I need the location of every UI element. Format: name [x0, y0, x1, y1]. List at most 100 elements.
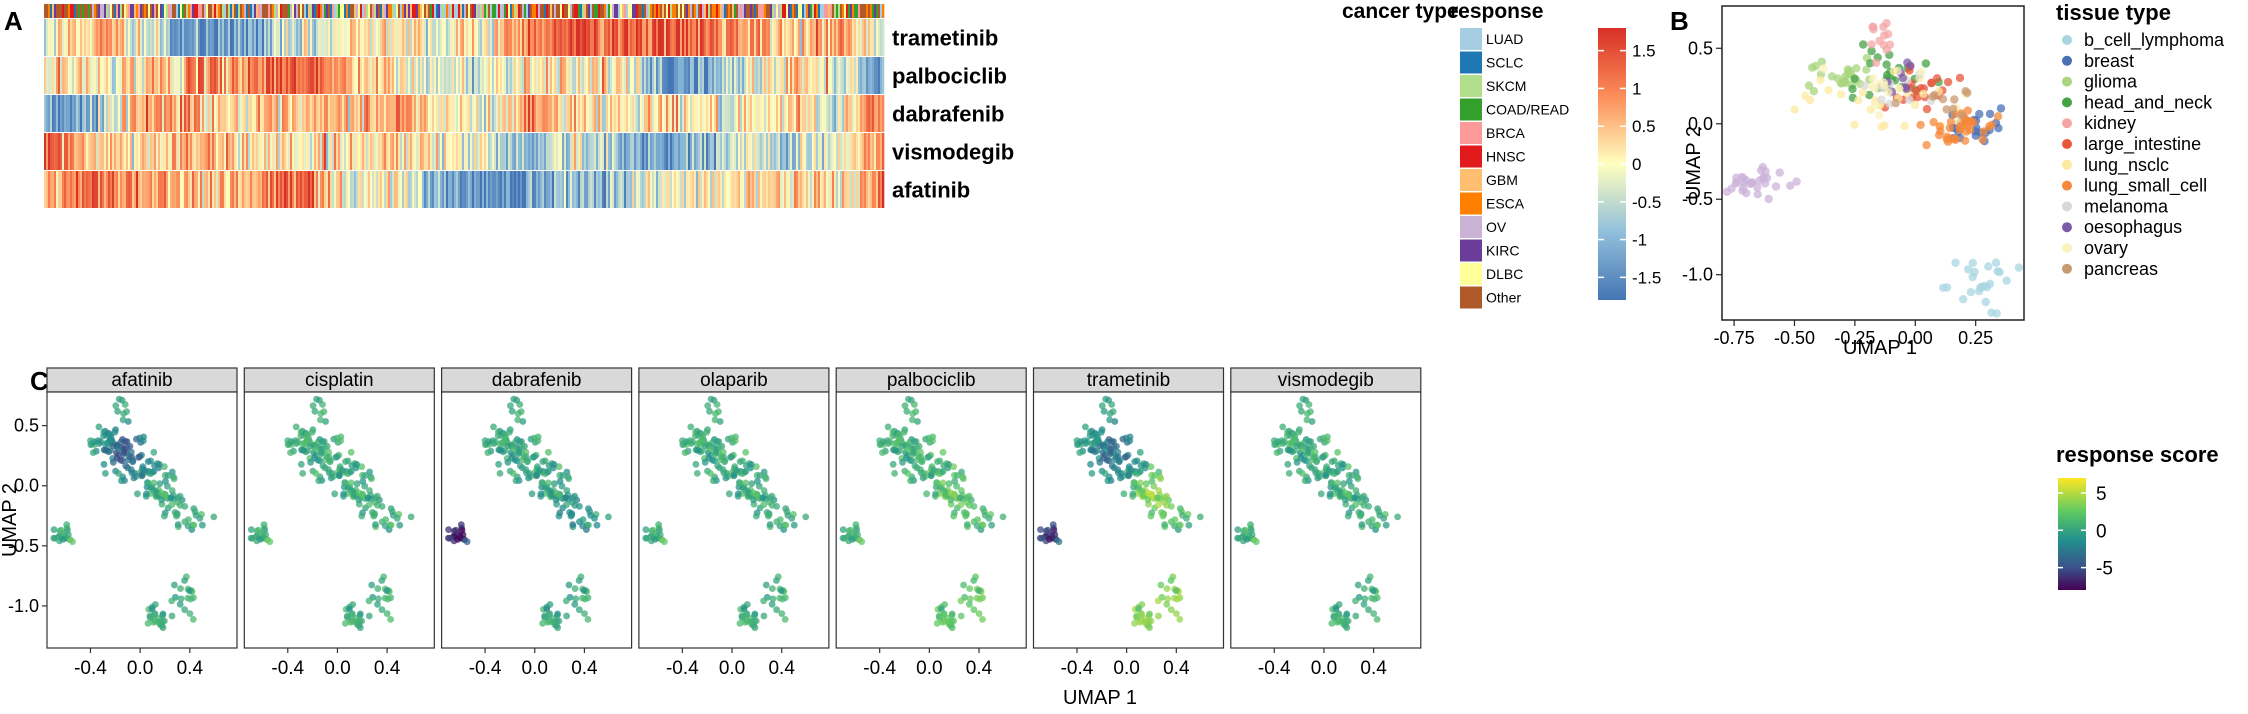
heatmap-cell — [146, 19, 149, 56]
x-tick-label: 0.4 — [177, 658, 204, 679]
annotation-cell — [684, 4, 687, 18]
heatmap-cell — [540, 95, 543, 132]
umap-tissue-ylabel: UMAP 2 — [1683, 126, 1705, 200]
annotation-cell — [818, 4, 821, 18]
heatmap-cell — [832, 57, 835, 94]
tissue-point — [1816, 75, 1825, 85]
heatmap-cell — [626, 57, 629, 94]
heatmap-cell — [470, 171, 473, 208]
heatmap-cell — [208, 57, 211, 94]
heatmap-cell — [496, 57, 499, 94]
score-point — [965, 492, 973, 500]
heatmap-cell — [534, 95, 537, 132]
heatmap-cell — [590, 95, 593, 132]
heatmap-cell — [310, 19, 313, 56]
heatmap-cell — [66, 19, 69, 56]
heatmap-cell — [98, 171, 101, 208]
heatmap-cell — [254, 171, 257, 208]
heatmap-cell — [796, 19, 799, 56]
heatmap-cell — [880, 133, 883, 170]
heatmap-cell — [550, 171, 553, 208]
annotation-cell — [190, 4, 193, 18]
heatmap-cell — [104, 19, 107, 56]
heatmap-cell — [478, 133, 481, 170]
score-point — [950, 512, 957, 520]
annotation-cell — [726, 4, 729, 18]
heatmap-cell — [754, 57, 757, 94]
heatmap-cell — [560, 95, 563, 132]
heatmap-cell — [230, 19, 233, 56]
heatmap-cell — [84, 171, 87, 208]
heatmap-cell — [416, 95, 419, 132]
heatmap-cell — [108, 171, 111, 208]
heatmap-cell — [262, 19, 265, 56]
heatmap-cell — [676, 171, 679, 208]
annotation-cell — [384, 4, 387, 18]
annotation-cell — [230, 4, 233, 18]
tissue-point — [1900, 121, 1909, 131]
heatmap-cell — [852, 57, 855, 94]
heatmap-cell — [102, 19, 105, 56]
legend-swatch — [1460, 169, 1482, 191]
heatmap-cell — [880, 57, 883, 94]
score-point — [979, 616, 986, 623]
annotation-cell — [788, 4, 791, 18]
heatmap-cell — [424, 95, 427, 132]
heatmap-cell — [436, 57, 439, 94]
score-point — [1098, 428, 1105, 436]
score-point — [342, 479, 349, 487]
score-point — [937, 605, 945, 613]
heatmap-cell — [770, 133, 773, 170]
heatmap-cell — [276, 19, 279, 56]
heatmap-cell — [228, 19, 231, 56]
annotation-cell — [340, 4, 343, 18]
score-point — [122, 462, 130, 470]
legend-label: breast — [2084, 51, 2134, 71]
heatmap-cell — [682, 19, 685, 56]
score-point — [196, 515, 204, 522]
score-point — [948, 610, 956, 618]
annotation-cell — [670, 4, 673, 18]
heatmap-cell — [672, 133, 675, 170]
cancer-type-legend-title: cancer type — [1342, 0, 1459, 23]
heatmap-cell — [100, 19, 103, 56]
score-point — [1135, 605, 1142, 613]
heatmap-cell — [306, 95, 309, 132]
score-point — [895, 437, 903, 444]
heatmap-cell — [292, 133, 295, 170]
heatmap-cell — [376, 19, 379, 56]
heatmap-cell — [248, 171, 251, 208]
heatmap-cell — [330, 133, 333, 170]
annotation-cell — [612, 4, 615, 18]
heatmap-cell — [54, 171, 57, 208]
annotation-cell — [456, 4, 459, 18]
heatmap-cell — [226, 19, 229, 56]
annotation-cell — [252, 4, 255, 18]
heatmap-cell — [250, 171, 253, 208]
heatmap-cell — [356, 19, 359, 56]
score-point — [1334, 610, 1342, 618]
annotation-cell — [584, 4, 587, 18]
heatmap-cell — [774, 171, 777, 208]
heatmap-cell — [744, 171, 747, 208]
score-point — [575, 606, 583, 614]
heatmap-cell — [714, 57, 717, 94]
heatmap-cell — [284, 19, 287, 56]
score-point — [748, 480, 756, 488]
heatmap-cell — [726, 19, 729, 56]
heatmap-cell — [864, 57, 867, 94]
heatmap-cell — [650, 171, 653, 208]
heatmap-cell — [576, 57, 579, 94]
tissue-point — [1951, 258, 1960, 267]
heatmap-cell — [390, 19, 393, 56]
annotation-cell — [678, 4, 681, 18]
score-point — [372, 521, 379, 528]
score-point — [1126, 437, 1134, 445]
heatmap-cell — [146, 57, 149, 94]
heatmap-cell — [626, 19, 629, 56]
heatmap-cell — [834, 57, 837, 94]
heatmap-cell — [664, 19, 667, 56]
score-point — [318, 448, 325, 456]
heatmap-cell — [44, 19, 47, 56]
heatmap-cell — [812, 19, 815, 56]
